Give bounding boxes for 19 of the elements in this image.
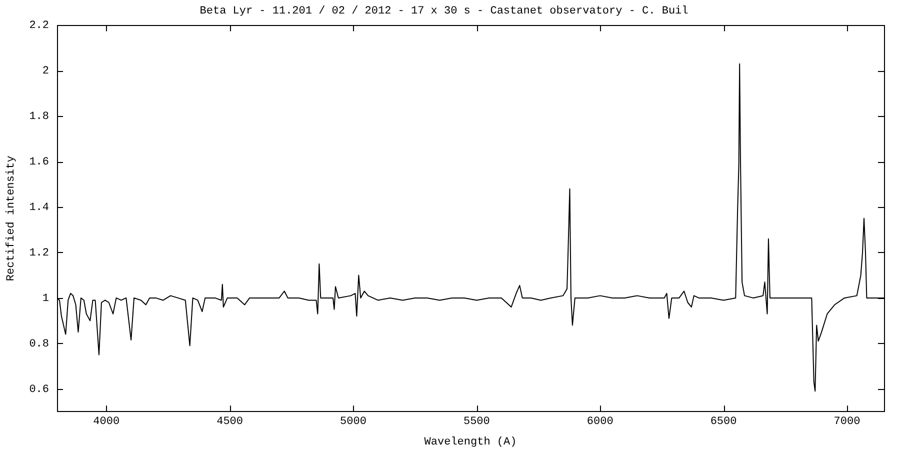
y-tick-label: 0.8 (29, 338, 50, 350)
y-tick-label: 1.4 (29, 202, 50, 214)
y-tick-label: 1.8 (29, 111, 50, 124)
y-tick-label: 1.6 (29, 156, 50, 168)
chart-title: Beta Lyr - 11.201 / 02 / 2012 - 17 x 30 s - Castanet observatory - C. Buil (200, 6, 688, 18)
x-tick-label: 4500 (216, 416, 244, 428)
x-tick-label: 5500 (463, 416, 490, 428)
y-tick-label: 2.2 (29, 20, 50, 32)
x-tick-label: 6500 (710, 416, 737, 428)
x-tick-label: 6000 (586, 416, 614, 428)
y-tick-label: 1.2 (29, 247, 50, 260)
x-tick-label: 7000 (834, 416, 860, 428)
y-axis-title: Rectified intensity (6, 155, 18, 282)
y-tick-label: 1 (42, 292, 50, 305)
x-tick-label: 5000 (340, 416, 366, 428)
x-axis-title: Wavelength (A) (424, 436, 517, 448)
y-tick-label: 0.6 (29, 384, 50, 396)
x-tick-label: 4000 (93, 416, 120, 428)
y-tick-label: 2 (42, 66, 50, 78)
